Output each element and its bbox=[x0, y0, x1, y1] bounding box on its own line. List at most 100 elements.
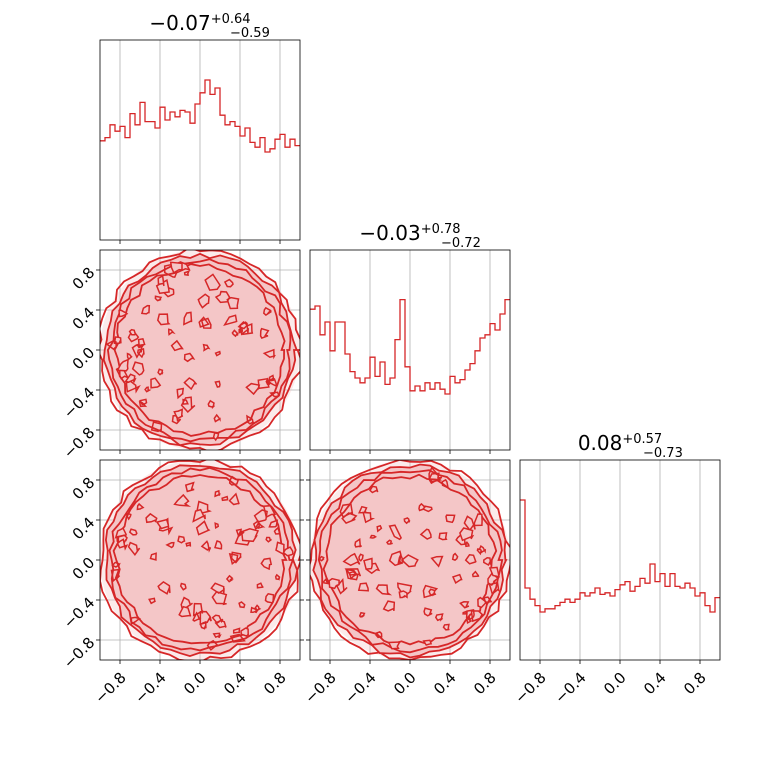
hist-2-bin bbox=[325, 322, 330, 450]
contour-blob bbox=[184, 481, 195, 493]
x-tick-label: −0.4 bbox=[341, 669, 379, 707]
x-tick-label: −0.4 bbox=[131, 669, 169, 707]
hist-3-bin bbox=[645, 583, 650, 660]
contour-blob bbox=[428, 466, 443, 485]
contour-blob bbox=[385, 539, 393, 545]
hist-1-bin bbox=[240, 136, 245, 240]
contour-blob bbox=[124, 373, 137, 384]
hist-1-bin bbox=[295, 146, 300, 240]
contour-blob bbox=[195, 520, 211, 536]
hist-3-bin bbox=[605, 593, 610, 660]
contour-blob bbox=[264, 592, 275, 604]
contour-blob bbox=[180, 396, 196, 413]
hist-1-bin bbox=[220, 115, 225, 240]
contour-blob bbox=[230, 551, 242, 564]
hist-3-bin bbox=[615, 590, 620, 660]
contour-blob bbox=[246, 414, 255, 425]
contour-blob bbox=[459, 601, 470, 609]
hist-3-bin bbox=[565, 599, 570, 660]
contour-blob bbox=[149, 552, 157, 561]
hist-1-bin bbox=[265, 152, 270, 240]
contour-blob bbox=[451, 573, 463, 585]
hist-3-bin bbox=[585, 596, 590, 660]
contour-blob bbox=[171, 414, 182, 425]
contour-blob bbox=[419, 528, 432, 540]
hist-3-median: 0.08 bbox=[578, 431, 623, 455]
contour-ring bbox=[322, 473, 498, 646]
contour-blob bbox=[223, 278, 234, 288]
hist-3-bin bbox=[685, 583, 690, 660]
hist-2-minus: −0.72 bbox=[441, 236, 481, 251]
contour-blob bbox=[268, 377, 278, 388]
contour-blob bbox=[155, 518, 170, 530]
contour-panel-1-2: −0.8−0.4 0.0 0.4 0.8 bbox=[60, 249, 301, 462]
hist-3-bin bbox=[525, 588, 530, 660]
hist-2-bin bbox=[360, 383, 365, 450]
hist-2-bin bbox=[505, 300, 510, 450]
contour-blob bbox=[238, 327, 244, 334]
contour-layer bbox=[100, 250, 300, 450]
y-tick-label: −0.4 bbox=[60, 594, 98, 632]
hist-1-bin bbox=[230, 122, 235, 240]
contour-blob bbox=[207, 399, 215, 410]
hist-1-bin bbox=[180, 110, 185, 240]
hist-3-steps bbox=[520, 499, 720, 613]
hist-2-bin bbox=[375, 376, 380, 450]
contour-blob bbox=[144, 386, 152, 393]
contour-blob bbox=[137, 347, 145, 359]
contour-blob bbox=[269, 391, 280, 398]
hist-1-bin bbox=[200, 93, 205, 240]
hist-3-bin bbox=[670, 574, 675, 660]
contour-blob bbox=[357, 582, 370, 592]
hist-1-bin bbox=[135, 125, 140, 240]
hist-3-bin bbox=[715, 598, 720, 660]
hist-3-bin bbox=[535, 606, 540, 660]
contour-blob bbox=[116, 538, 129, 551]
contour-blob bbox=[127, 541, 141, 556]
contour-blob bbox=[200, 540, 212, 553]
contour-blob bbox=[265, 536, 272, 543]
contour-blob bbox=[459, 527, 475, 542]
hist-2-bin bbox=[350, 372, 355, 450]
contour-blob bbox=[375, 631, 383, 639]
hist-3-bin bbox=[660, 574, 665, 660]
hist-2-bin bbox=[345, 354, 350, 450]
hist-1-bin bbox=[225, 125, 230, 240]
contour-blob bbox=[262, 306, 272, 317]
contour-blob bbox=[451, 552, 459, 561]
contour-blob bbox=[388, 524, 403, 541]
contour-blob bbox=[344, 568, 362, 577]
contour-blob bbox=[259, 327, 270, 340]
contour-blob bbox=[202, 343, 211, 352]
contour-blob bbox=[118, 309, 129, 318]
contour-blob bbox=[228, 475, 240, 486]
contour-blob bbox=[341, 512, 358, 525]
contour-blob bbox=[318, 555, 325, 562]
hist-2-bin bbox=[435, 383, 440, 450]
contour-blob bbox=[116, 358, 129, 372]
contour-blob bbox=[154, 295, 163, 302]
hist-3-bin bbox=[630, 591, 635, 660]
hist-panel-2 bbox=[309, 249, 511, 454]
hist-2-bin bbox=[380, 362, 385, 450]
contour-blob bbox=[130, 616, 142, 625]
hist-1-bin bbox=[185, 112, 190, 240]
contour-blob bbox=[138, 400, 148, 408]
hist-1-bin bbox=[255, 147, 260, 240]
contour-blob bbox=[245, 382, 261, 396]
contour-ring bbox=[104, 464, 299, 658]
contour-blob bbox=[464, 553, 477, 565]
hist-3-bin bbox=[555, 606, 560, 660]
contour-blob bbox=[483, 596, 493, 604]
hist-3-bin bbox=[665, 586, 670, 660]
contour-blob bbox=[441, 478, 449, 489]
hist-3-bin bbox=[710, 612, 715, 660]
contour-blob bbox=[240, 528, 260, 543]
contour-blob bbox=[225, 574, 234, 583]
x-tick-label: 0.0 bbox=[390, 669, 420, 699]
contour-blob bbox=[476, 547, 483, 556]
x-tick-label: 0.4 bbox=[220, 669, 250, 699]
y-tick-label: 0.0 bbox=[69, 344, 99, 374]
contour-blob bbox=[183, 377, 198, 391]
contour-blob bbox=[465, 609, 475, 621]
